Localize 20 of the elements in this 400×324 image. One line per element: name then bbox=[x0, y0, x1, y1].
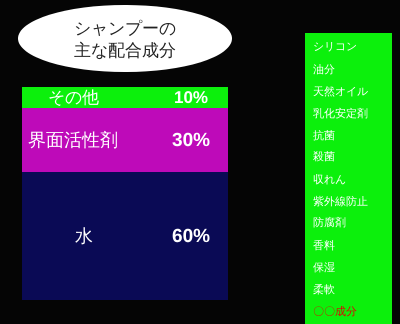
text: シリコン bbox=[313, 40, 357, 53]
data-label: 60% bbox=[172, 226, 210, 247]
text: 紫外線防止 bbox=[313, 195, 368, 208]
text: 乳化安定剤 bbox=[313, 107, 368, 120]
data-label: 30% bbox=[172, 130, 210, 151]
text: 収れん bbox=[313, 173, 346, 186]
text: 防腐剤 bbox=[313, 216, 346, 229]
text: 〇〇成分 bbox=[313, 305, 357, 318]
text: 香料 bbox=[313, 239, 335, 252]
data-label: 10% bbox=[174, 88, 208, 107]
text: 抗菌 bbox=[313, 129, 335, 142]
text: 殺菌 bbox=[313, 150, 335, 163]
series-label: 水 bbox=[75, 226, 93, 247]
text: 油分 bbox=[313, 63, 335, 76]
chart-title: シャンプーの主な配合成分 bbox=[74, 19, 176, 62]
text: 天然オイル bbox=[313, 85, 368, 98]
series-label: 界面活性剤 bbox=[28, 130, 118, 151]
series-label: その他 bbox=[48, 88, 99, 108]
text: 柔軟 bbox=[313, 283, 335, 296]
text: 保湿 bbox=[313, 261, 335, 274]
